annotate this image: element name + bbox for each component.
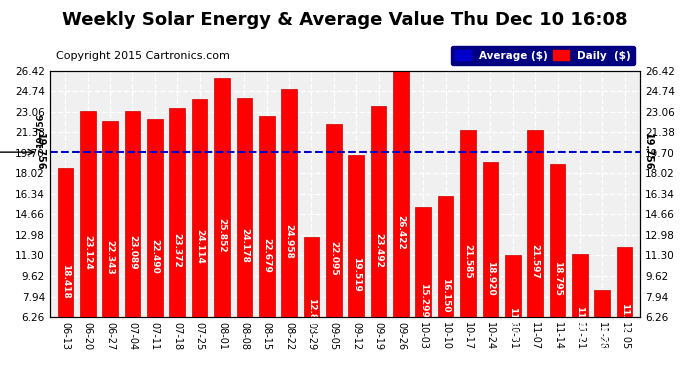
- Bar: [415, 207, 431, 375]
- Bar: [214, 78, 230, 375]
- Text: 22.679: 22.679: [262, 238, 271, 273]
- Text: 22.095: 22.095: [329, 241, 338, 276]
- Text: 22.343: 22.343: [106, 240, 115, 274]
- Text: 11.413: 11.413: [575, 306, 584, 341]
- Text: 11.377: 11.377: [509, 307, 518, 342]
- Text: 23.492: 23.492: [374, 232, 383, 267]
- Text: 24.178: 24.178: [240, 228, 249, 263]
- Text: 19.756: 19.756: [642, 134, 653, 171]
- Text: Copyright 2015 Cartronics.com: Copyright 2015 Cartronics.com: [56, 51, 230, 61]
- Text: 23.089: 23.089: [128, 235, 137, 270]
- Bar: [527, 130, 543, 375]
- Bar: [326, 123, 342, 375]
- Text: 16.150: 16.150: [441, 278, 450, 312]
- Bar: [371, 106, 386, 375]
- Text: 25.852: 25.852: [217, 218, 226, 253]
- Bar: [259, 116, 275, 375]
- Text: 19.756: 19.756: [37, 114, 46, 148]
- Bar: [304, 237, 319, 375]
- Text: 24.114: 24.114: [195, 229, 204, 264]
- Bar: [505, 255, 520, 375]
- Text: 19.519: 19.519: [352, 257, 361, 292]
- Text: 23.372: 23.372: [172, 233, 181, 268]
- Bar: [237, 98, 252, 375]
- Bar: [617, 248, 633, 375]
- Bar: [393, 70, 408, 375]
- Bar: [550, 164, 565, 375]
- Text: 12.817: 12.817: [307, 298, 316, 333]
- Text: 21.585: 21.585: [464, 244, 473, 279]
- Text: 18.795: 18.795: [553, 261, 562, 296]
- Bar: [572, 254, 588, 375]
- Bar: [438, 196, 453, 375]
- Bar: [348, 155, 364, 375]
- Legend: Average ($), Daily  ($): Average ($), Daily ($): [451, 46, 635, 65]
- Text: 26.422: 26.422: [397, 215, 406, 249]
- Text: 18.418: 18.418: [61, 264, 70, 298]
- Bar: [147, 119, 163, 375]
- Text: 19.756: 19.756: [35, 134, 46, 171]
- Bar: [482, 162, 498, 375]
- Bar: [170, 108, 185, 375]
- Text: 11.969: 11.969: [620, 303, 629, 338]
- Text: 24.958: 24.958: [284, 224, 293, 258]
- Text: 8.501: 8.501: [598, 327, 607, 356]
- Bar: [125, 111, 140, 375]
- Bar: [102, 120, 118, 375]
- Text: 18.920: 18.920: [486, 261, 495, 295]
- Text: 15.299: 15.299: [419, 283, 428, 318]
- Bar: [282, 88, 297, 375]
- Bar: [57, 168, 73, 375]
- Text: 21.597: 21.597: [531, 244, 540, 279]
- Bar: [460, 130, 476, 375]
- Text: Weekly Solar Energy & Average Value Thu Dec 10 16:08: Weekly Solar Energy & Average Value Thu …: [62, 11, 628, 29]
- Text: 23.124: 23.124: [83, 235, 92, 270]
- Text: 22.490: 22.490: [150, 239, 159, 273]
- Bar: [594, 290, 610, 375]
- Bar: [192, 99, 208, 375]
- Bar: [80, 111, 96, 375]
